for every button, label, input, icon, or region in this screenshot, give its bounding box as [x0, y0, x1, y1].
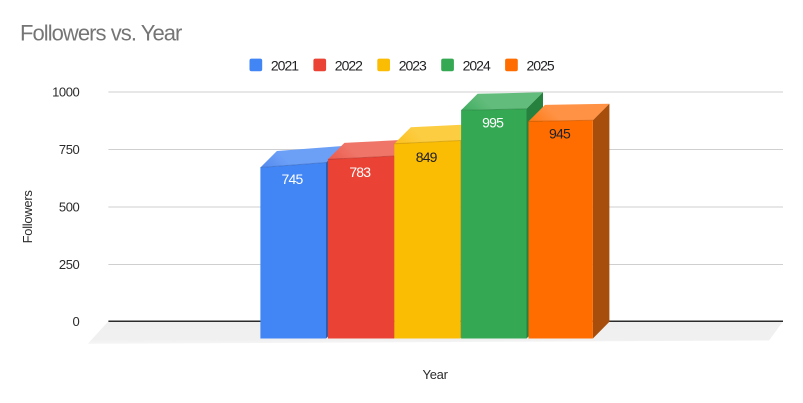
svg-text:750: 750	[59, 142, 80, 157]
svg-text:995: 995	[482, 114, 504, 130]
svg-text:1000: 1000	[52, 85, 79, 100]
svg-text:2021: 2021	[271, 57, 299, 73]
svg-text:500: 500	[59, 200, 80, 215]
svg-text:250: 250	[59, 257, 80, 272]
svg-text:945: 945	[549, 126, 571, 142]
svg-text:Year: Year	[423, 367, 449, 382]
svg-text:2022: 2022	[335, 57, 363, 73]
svg-text:2025: 2025	[527, 57, 555, 73]
svg-text:745: 745	[282, 171, 304, 187]
svg-text:2023: 2023	[399, 57, 427, 73]
svg-text:0: 0	[73, 314, 80, 329]
svg-text:2024: 2024	[463, 57, 491, 73]
svg-text:Followers: Followers	[20, 190, 35, 244]
svg-text:849: 849	[416, 149, 438, 165]
svg-text:Followers vs. Year: Followers vs. Year	[20, 21, 182, 46]
svg-text:783: 783	[349, 164, 371, 180]
